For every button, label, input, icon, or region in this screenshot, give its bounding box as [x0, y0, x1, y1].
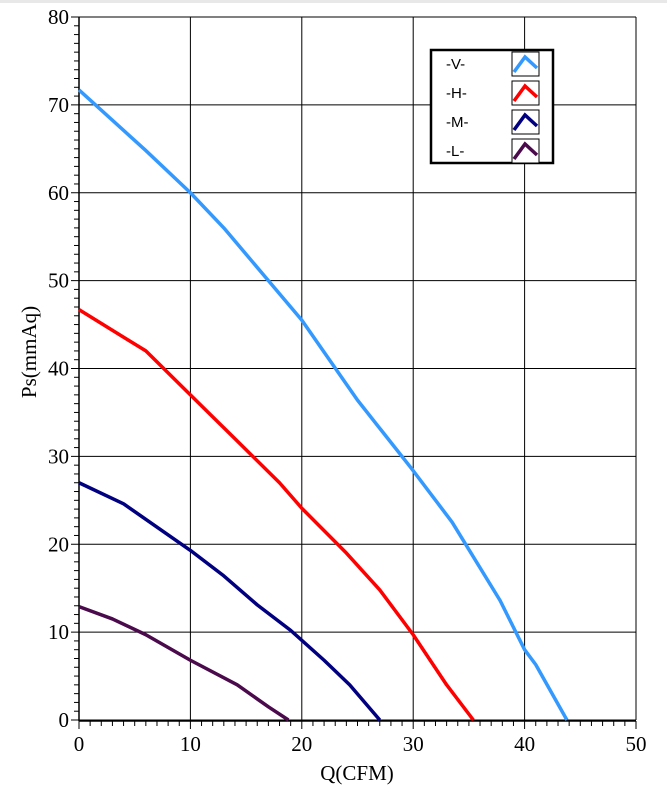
legend-label: -H-	[446, 85, 467, 102]
legend-label: -L-	[446, 143, 464, 160]
series-line-m	[78, 481, 382, 722]
series-line-h	[78, 308, 475, 722]
x-tick-label: 40	[514, 732, 535, 756]
y-axis-label: Ps(mmAq)	[17, 306, 41, 398]
legend-swatch-icon	[512, 141, 539, 161]
legend-swatch-icon	[512, 54, 539, 74]
x-tick-label: 30	[403, 732, 424, 756]
y-tick-label: 40	[48, 357, 69, 381]
legend-label: -V-	[446, 56, 465, 73]
x-tick-label: 10	[180, 732, 201, 756]
series-line-v	[77, 88, 569, 721]
y-tick-label: 80	[48, 5, 69, 29]
series-lines	[77, 88, 569, 722]
legend-swatch-icon	[512, 83, 539, 103]
grid	[78, 16, 637, 722]
y-tick-label: 60	[48, 181, 69, 205]
window-top-bar	[0, 0, 667, 3]
y-tick-label: 50	[48, 269, 69, 293]
x-tick-label: 0	[74, 732, 85, 756]
legend: -V- -H- -M- -L-	[429, 48, 555, 165]
y-tick-label: 0	[59, 708, 70, 732]
legend-swatch-icon	[512, 112, 539, 132]
axis-ticks: 0 10 20 30 40 50 0 10 20 30 40 50 60 70 80	[48, 5, 647, 756]
y-tick-label: 70	[48, 93, 69, 117]
y-tick-label: 10	[48, 620, 69, 644]
x-tick-label: 50	[626, 732, 647, 756]
series-line-l	[78, 604, 290, 722]
y-tick-label: 20	[48, 532, 69, 556]
x-axis-label: Q(CFM)	[320, 761, 394, 785]
x-tick-label: 20	[291, 732, 312, 756]
y-tick-label: 30	[48, 444, 69, 468]
legend-label: -M-	[446, 114, 469, 131]
